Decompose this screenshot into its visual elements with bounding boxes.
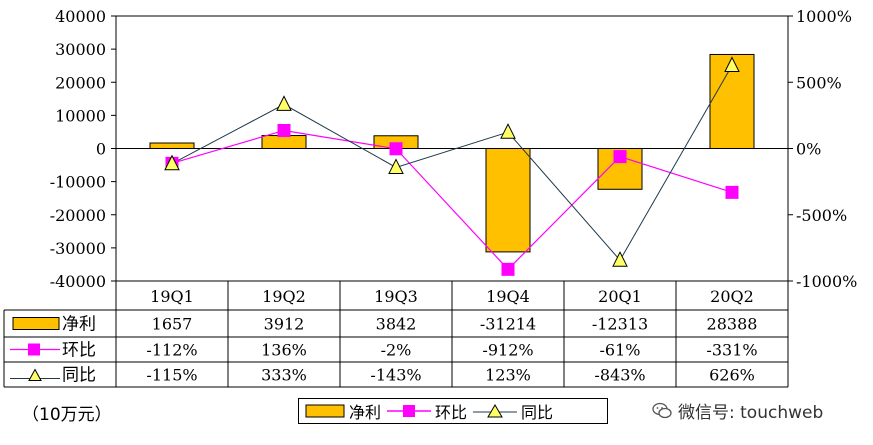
table-cell: 333% — [261, 366, 307, 385]
table-cell: -143% — [370, 366, 421, 385]
legend-label-yoy: 同比 — [521, 403, 554, 422]
left-tick-label: -20000 — [50, 206, 106, 225]
table-cell: 3912 — [264, 315, 305, 334]
left-tick-label: 0 — [96, 140, 106, 159]
legend-yoy-swatch — [473, 404, 518, 418]
legend-item-qoq: 环比 — [387, 399, 467, 423]
table-cell: 3842 — [376, 315, 417, 334]
table-cell: -912% — [482, 341, 533, 360]
legend-qoq-swatch — [387, 405, 432, 417]
category-label: 20Q2 — [710, 287, 754, 306]
yoy-marker — [164, 154, 180, 171]
table-cell: -61% — [600, 341, 641, 360]
yoy-marker — [612, 251, 628, 267]
legend-label-profit: 净利 — [349, 403, 382, 422]
table-cell: 136% — [261, 341, 307, 360]
qoq-marker — [613, 150, 627, 164]
qoq-line — [171, 129, 733, 271]
table-cell: 626% — [709, 366, 755, 385]
table-cell: -331% — [706, 341, 757, 360]
qoq-marker — [501, 262, 515, 276]
row-swatch-bar — [12, 317, 60, 330]
unit-label: （10万元） — [22, 405, 112, 425]
left-tick-label: -30000 — [50, 239, 106, 258]
table-cell: -115% — [146, 366, 197, 385]
watermark-text: 微信号: touchweb — [678, 403, 824, 423]
legend-label-qoq: 环比 — [435, 403, 468, 422]
table-cell: 28388 — [707, 315, 758, 334]
right-tick-label: 1000% — [796, 7, 852, 26]
yoy-marker — [724, 56, 740, 73]
legend: 净利 环比 同比 — [298, 398, 608, 424]
bar — [485, 148, 531, 253]
right-tick-label: 0% — [796, 140, 821, 159]
right-tick-label: 500% — [796, 73, 842, 92]
left-tick-label: -10000 — [50, 173, 106, 192]
legend-item-yoy: 同比 — [473, 399, 553, 423]
row-label: 环比 — [62, 341, 96, 361]
row-label: 净利 — [62, 315, 96, 335]
table-cell: 1657 — [152, 315, 193, 334]
table-cell: 123% — [485, 366, 531, 385]
table-cell: -12313 — [592, 315, 648, 334]
qoq-marker — [725, 185, 739, 199]
legend-item-profit: 净利 — [305, 399, 381, 423]
row-swatch-marker — [28, 368, 42, 381]
category-label: 19Q3 — [374, 287, 418, 306]
yoy-marker — [388, 158, 404, 174]
bar — [149, 142, 195, 149]
table-cell: -112% — [146, 341, 197, 360]
category-label: 20Q1 — [598, 287, 642, 306]
yoy-marker — [276, 95, 292, 111]
left-tick-label: -40000 — [50, 272, 106, 291]
left-tick-label: 40000 — [55, 7, 106, 26]
table-cell: -843% — [594, 366, 645, 385]
left-tick-label: 20000 — [55, 73, 106, 92]
category-label: 19Q1 — [150, 287, 194, 306]
qoq-marker — [277, 123, 291, 137]
left-tick-label: 10000 — [55, 106, 106, 125]
right-tick-label: -500% — [796, 206, 847, 225]
row-label: 同比 — [62, 366, 96, 386]
left-tick-label: 30000 — [55, 40, 106, 59]
table-cell: -2% — [381, 341, 412, 360]
yoy-marker — [500, 123, 516, 139]
category-label: 19Q2 — [262, 287, 306, 306]
category-label: 19Q4 — [486, 287, 530, 306]
qoq-marker — [389, 142, 403, 156]
bar — [261, 135, 307, 150]
table-cell: -31214 — [480, 315, 536, 334]
right-tick-label: -1000% — [796, 272, 857, 291]
yoy-line — [171, 65, 733, 262]
legend-bar-swatch — [305, 404, 345, 418]
watermark: 微信号: touchweb — [652, 398, 823, 423]
row-swatch-marker — [28, 343, 40, 356]
wechat-icon — [652, 402, 672, 418]
